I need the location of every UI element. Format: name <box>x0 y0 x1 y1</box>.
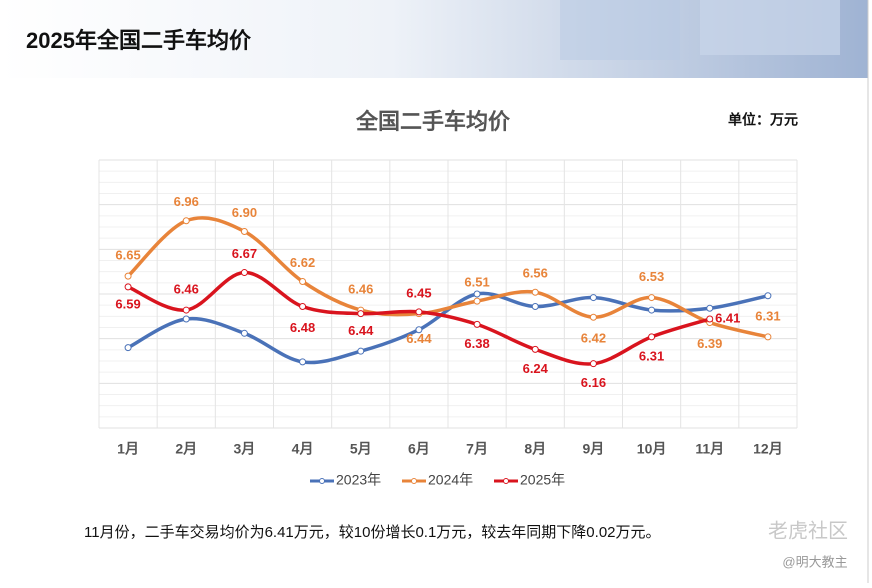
data-point <box>357 310 365 318</box>
data-label: 6.90 <box>232 205 257 220</box>
data-label: 6.96 <box>174 194 199 209</box>
data-point <box>240 269 248 277</box>
chart-title: 全国二手车均价 <box>355 109 511 134</box>
data-point <box>415 326 423 334</box>
watermark-author: @明大教主 <box>782 554 847 569</box>
x-tick-label: 8月 <box>524 441 546 457</box>
data-label: 6.38 <box>464 336 489 351</box>
x-tick-label: 11月 <box>695 441 724 457</box>
data-label: 6.31 <box>755 308 780 323</box>
x-tick-label: 1月 <box>117 441 139 457</box>
data-point <box>531 288 539 296</box>
header-decor <box>560 0 680 60</box>
data-label: 6.16 <box>581 375 606 390</box>
data-point <box>589 294 597 302</box>
data-label: 6.46 <box>174 282 199 297</box>
data-label: 6.45 <box>406 285 431 300</box>
data-label: 6.59 <box>115 296 140 311</box>
data-label: 6.42 <box>581 331 606 346</box>
data-label: 6.56 <box>523 266 548 281</box>
note: 11月份，二手车交易均价为6.41万元，较10份增长0.1万元，较去年同期下降0… <box>84 523 661 541</box>
data-point <box>473 297 481 305</box>
data-point <box>589 360 597 368</box>
data-point <box>240 329 248 337</box>
data-point <box>182 217 190 225</box>
data-point <box>299 303 307 311</box>
x-tick-label: 10月 <box>637 441 667 457</box>
x-tick-label: 6月 <box>408 441 430 457</box>
data-point <box>182 315 190 323</box>
data-label: 6.65 <box>115 248 140 263</box>
data-point <box>473 290 481 298</box>
header-decor <box>700 0 840 55</box>
data-label: 6.24 <box>523 361 549 376</box>
data-point <box>706 304 714 312</box>
data-point <box>706 315 714 323</box>
data-point <box>299 277 307 285</box>
x-tick-label: 2月 <box>175 441 197 457</box>
page-title: 2025年全国二手车均价 <box>26 28 252 53</box>
x-tick-label: 4月 <box>292 441 314 457</box>
legend-swatch <box>503 478 509 484</box>
data-label: 6.67 <box>232 246 257 261</box>
legend-label: 2025年 <box>520 472 565 488</box>
data-point <box>240 227 248 235</box>
data-label: 6.39 <box>697 336 722 351</box>
data-point <box>648 333 656 341</box>
data-point <box>473 320 481 328</box>
x-tick-label: 7月 <box>466 441 488 457</box>
data-point <box>124 283 132 291</box>
legend-swatch <box>411 478 417 484</box>
data-label: 6.31 <box>639 348 664 363</box>
data-point <box>648 294 656 302</box>
data-point <box>589 313 597 321</box>
legend-swatch <box>319 478 325 484</box>
data-label: 6.48 <box>290 320 315 335</box>
data-point <box>764 333 772 341</box>
data-point <box>415 308 423 316</box>
data-label: 6.53 <box>639 269 664 284</box>
data-point <box>357 347 365 355</box>
x-tick-label: 12月 <box>753 441 783 457</box>
data-label: 6.41 <box>715 310 740 325</box>
data-point <box>531 303 539 311</box>
legend-label: 2024年 <box>428 472 473 488</box>
data-label: 6.44 <box>348 323 374 338</box>
data-point <box>124 344 132 352</box>
legend-label: 2023年 <box>336 472 381 488</box>
data-point <box>764 292 772 300</box>
unit-label: 单位：万元 <box>728 112 798 128</box>
x-tick-label: 3月 <box>234 441 256 457</box>
x-tick-label: 9月 <box>583 441 605 457</box>
data-point <box>182 306 190 314</box>
x-tick-label: 5月 <box>350 441 372 457</box>
data-label: 6.51 <box>464 275 489 290</box>
data-point <box>531 345 539 353</box>
watermark: 老虎社区 <box>768 519 848 542</box>
data-label: 6.44 <box>406 331 432 346</box>
data-label: 6.46 <box>348 282 373 297</box>
data-point <box>124 272 132 280</box>
data-label: 6.62 <box>290 255 315 270</box>
data-point <box>299 358 307 366</box>
data-point <box>648 306 656 314</box>
